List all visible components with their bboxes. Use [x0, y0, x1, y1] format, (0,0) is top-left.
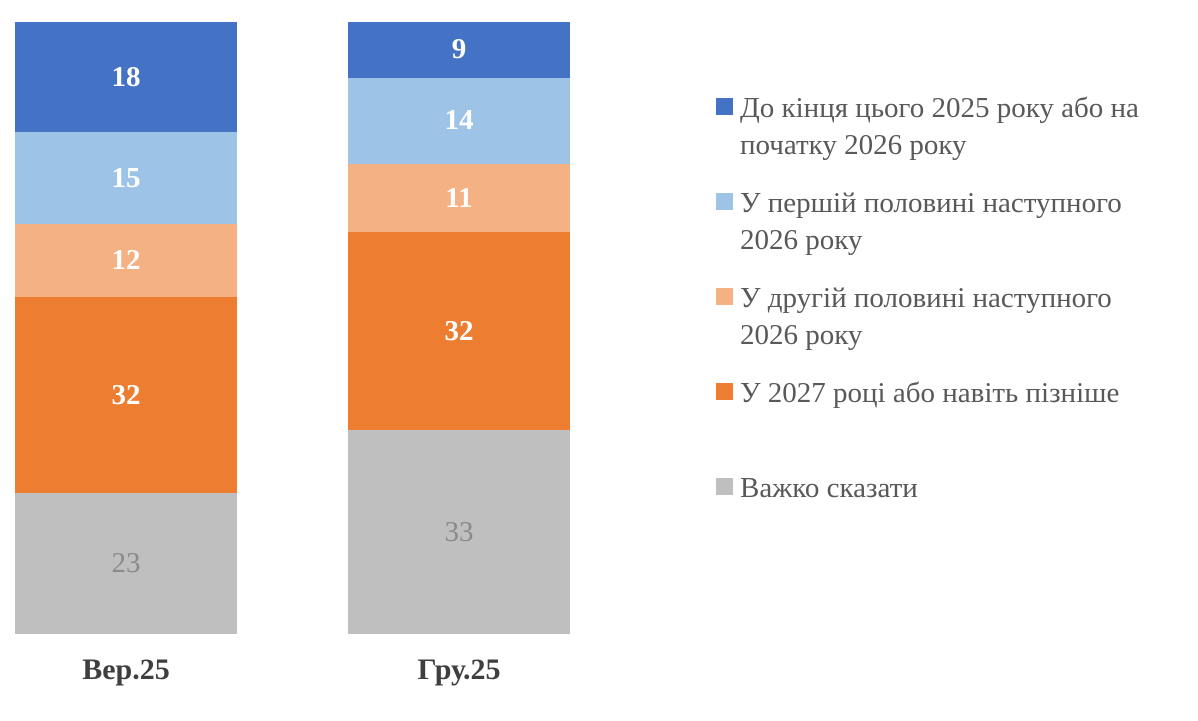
bar-Вер.25: 18 15 12 32 23 [15, 22, 237, 634]
bar-segment: 9 [348, 22, 570, 78]
legend-swatch-icon [716, 383, 733, 400]
bar-segment: 18 [15, 22, 237, 133]
legend-item-label: До кінця цього 2025 року або на початку … [740, 92, 1139, 161]
segment-value-label: 14 [444, 104, 474, 137]
legend-item: До кінця цього 2025 року або на початку … [716, 90, 1186, 185]
legend-swatch-icon [716, 98, 733, 115]
bar-segment: 11 [348, 164, 570, 233]
segment-value-label: 23 [111, 547, 141, 580]
segment-value-label: 18 [111, 60, 141, 93]
legend-item-label: У другій половині наступного 2026 року [740, 282, 1112, 351]
legend-item: Важко сказати [716, 470, 1186, 565]
legend-item: У другій половині наступного 2026 року [716, 280, 1186, 375]
legend-swatch-icon [716, 478, 733, 495]
legend-item-label: Важко сказати [740, 472, 918, 504]
segment-value-label: 9 [451, 33, 467, 66]
bar-segment: 32 [15, 297, 237, 494]
segment-value-label: 32 [444, 314, 474, 347]
axis-category-label: Гру.25 [417, 653, 501, 686]
bar-segment: 23 [15, 493, 237, 634]
legend-swatch-icon [716, 288, 733, 305]
bar-segment: 32 [348, 232, 570, 430]
segment-value-label: 33 [444, 515, 474, 548]
chart-legend: До кінця цього 2025 року або на початку … [716, 90, 1186, 565]
legend-item-label: У 2027 році або навіть пізніше [740, 377, 1120, 409]
bar-Гру.25: 9 14 11 32 33 [348, 22, 570, 634]
axis-category-label: Вер.25 [82, 653, 170, 686]
legend-swatch-icon [716, 193, 733, 210]
bar-segment: 12 [15, 223, 237, 298]
segment-value-label: 32 [111, 378, 141, 411]
segment-value-label: 15 [111, 161, 141, 194]
legend-item: У 2027 році або навіть пізніше [716, 375, 1186, 470]
legend-item-label: У першій половині наступного 2026 року [740, 187, 1122, 256]
bar-segment: 14 [348, 77, 570, 165]
segment-value-label: 11 [445, 181, 473, 214]
legend-item: У першій половині наступного 2026 року [716, 185, 1186, 280]
bar-segment: 15 [15, 132, 237, 224]
bar-segment: 33 [348, 430, 570, 634]
segment-value-label: 12 [111, 244, 141, 277]
